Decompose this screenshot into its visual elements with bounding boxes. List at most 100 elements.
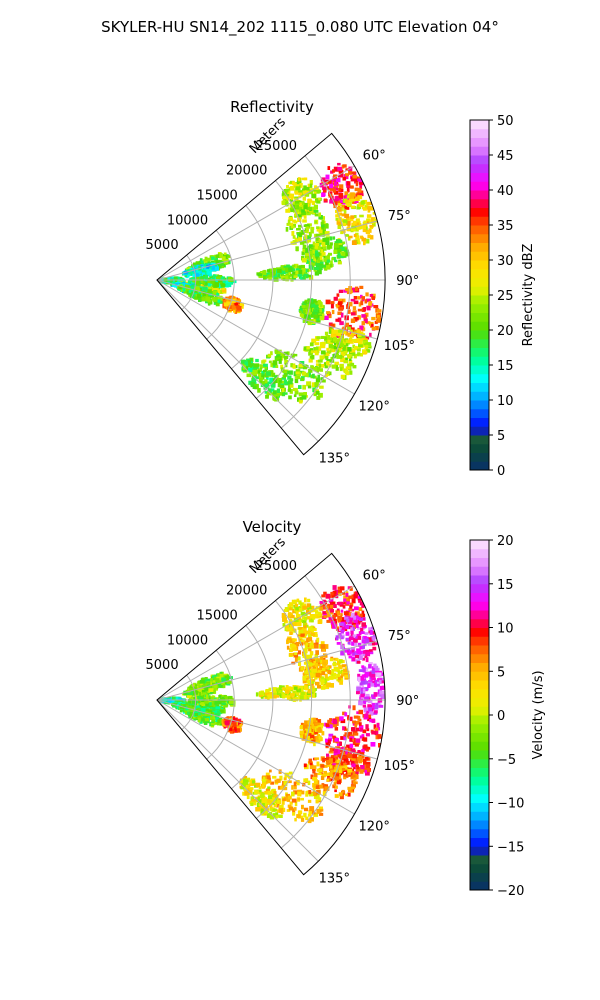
echo-pixel	[291, 275, 295, 280]
echo-pixel	[289, 602, 294, 607]
echo-pixel	[284, 199, 289, 204]
echo-pixel	[311, 668, 317, 673]
echo-pixel	[283, 777, 287, 781]
echo-pixel	[307, 780, 311, 786]
echo-pixel	[327, 340, 331, 343]
echo-pixel	[293, 371, 297, 377]
echo-pixel	[318, 226, 323, 230]
echo-pixel	[350, 761, 355, 766]
echo-pixel	[216, 682, 222, 688]
echo-pixel	[347, 326, 351, 330]
echo-pixel	[303, 625, 307, 629]
echo-pixel	[318, 611, 322, 616]
echo-pixel	[305, 187, 310, 191]
colorbar-segment	[470, 312, 489, 322]
echo-pixel	[239, 302, 245, 307]
echo-pixel	[313, 656, 318, 662]
echo-pixel	[299, 730, 304, 735]
echo-pixel	[366, 714, 372, 718]
echo-pixel	[352, 652, 356, 655]
echo-pixel	[335, 773, 340, 779]
echo-pixel	[261, 372, 265, 377]
echo-pixel	[266, 272, 270, 277]
echo-pixel	[346, 187, 350, 193]
echo-pixel	[364, 654, 368, 658]
echo-pixel	[250, 358, 253, 364]
echo-pixel	[357, 673, 361, 677]
echo-pixel	[328, 598, 334, 603]
echo-pixel	[298, 183, 303, 188]
echo-pixel	[363, 673, 369, 678]
echo-pixel	[285, 267, 289, 273]
echo-pixel	[287, 219, 291, 225]
echo-pixel	[372, 637, 376, 642]
echo-pixel	[329, 747, 333, 753]
echo-pixel	[349, 334, 354, 338]
echo-pixel	[354, 215, 357, 218]
echo-pixel	[352, 634, 356, 638]
echo-pixel	[313, 314, 319, 319]
echo-pixel	[246, 794, 250, 800]
echo-pixel	[207, 300, 213, 305]
echo-pixel	[344, 732, 349, 737]
colorbar-tick-label: 35	[497, 219, 514, 234]
echo-pixel	[304, 731, 308, 736]
echo-pixel	[295, 247, 299, 252]
echo-pixel	[204, 686, 208, 691]
colorbar-segment	[470, 365, 489, 375]
echo-pixel	[290, 353, 295, 358]
echo-pixel	[348, 748, 352, 752]
echo-pixel	[283, 392, 288, 395]
echo-pixel	[319, 722, 324, 726]
echo-pixel	[348, 731, 352, 737]
echo-pixel	[338, 259, 342, 263]
echo-pixel	[302, 730, 307, 734]
echo-pixel	[272, 775, 277, 779]
colorbar-segment	[470, 330, 489, 340]
echo-pixel	[354, 781, 358, 785]
echo-pixel	[332, 719, 338, 725]
echo-pixel	[352, 705, 356, 711]
echo-pixel	[352, 657, 356, 661]
echo-pixel	[376, 314, 380, 319]
echo-pixel	[313, 309, 318, 313]
echo-pixel	[320, 177, 326, 182]
echo-pixel	[306, 734, 310, 740]
echo-pixel	[302, 384, 306, 390]
echo-pixel	[282, 196, 287, 199]
echo-pixel	[362, 657, 366, 661]
echo-pixel	[333, 782, 337, 786]
echo-pixel	[288, 384, 291, 390]
echo-pixel	[243, 776, 248, 779]
echo-pixel	[353, 624, 356, 629]
echo-pixel	[350, 608, 355, 612]
echo-pixel	[371, 217, 376, 222]
echo-pixel	[374, 672, 380, 677]
echo-pixel	[322, 684, 328, 689]
echo-pixel	[298, 190, 303, 193]
colorbar-segment	[470, 347, 489, 357]
echo-pixel	[350, 205, 355, 209]
echo-pixel	[305, 624, 309, 628]
echo-pixel	[343, 765, 348, 770]
echo-pixel	[283, 780, 287, 785]
echo-pixel	[337, 343, 342, 349]
echo-pixel	[295, 186, 301, 191]
echo-pixel	[365, 344, 369, 349]
echo-pixel	[320, 678, 325, 683]
echo-pixel	[290, 207, 293, 211]
echo-pixel	[314, 614, 318, 619]
echo-pixel	[301, 804, 304, 810]
echo-pixel	[311, 685, 315, 689]
echo-pixel	[323, 198, 328, 202]
echo-pixel	[340, 719, 346, 724]
echo-pixel	[327, 314, 332, 319]
colorbar-tick-label: 20	[497, 324, 514, 339]
echo-pixel	[359, 735, 363, 739]
echo-pixel	[183, 288, 188, 292]
echo-pixel	[328, 676, 334, 680]
echo-pixel	[379, 680, 385, 684]
echo-pixel	[356, 206, 361, 210]
echo-pixel	[288, 222, 294, 226]
echo-pixel	[306, 212, 311, 216]
